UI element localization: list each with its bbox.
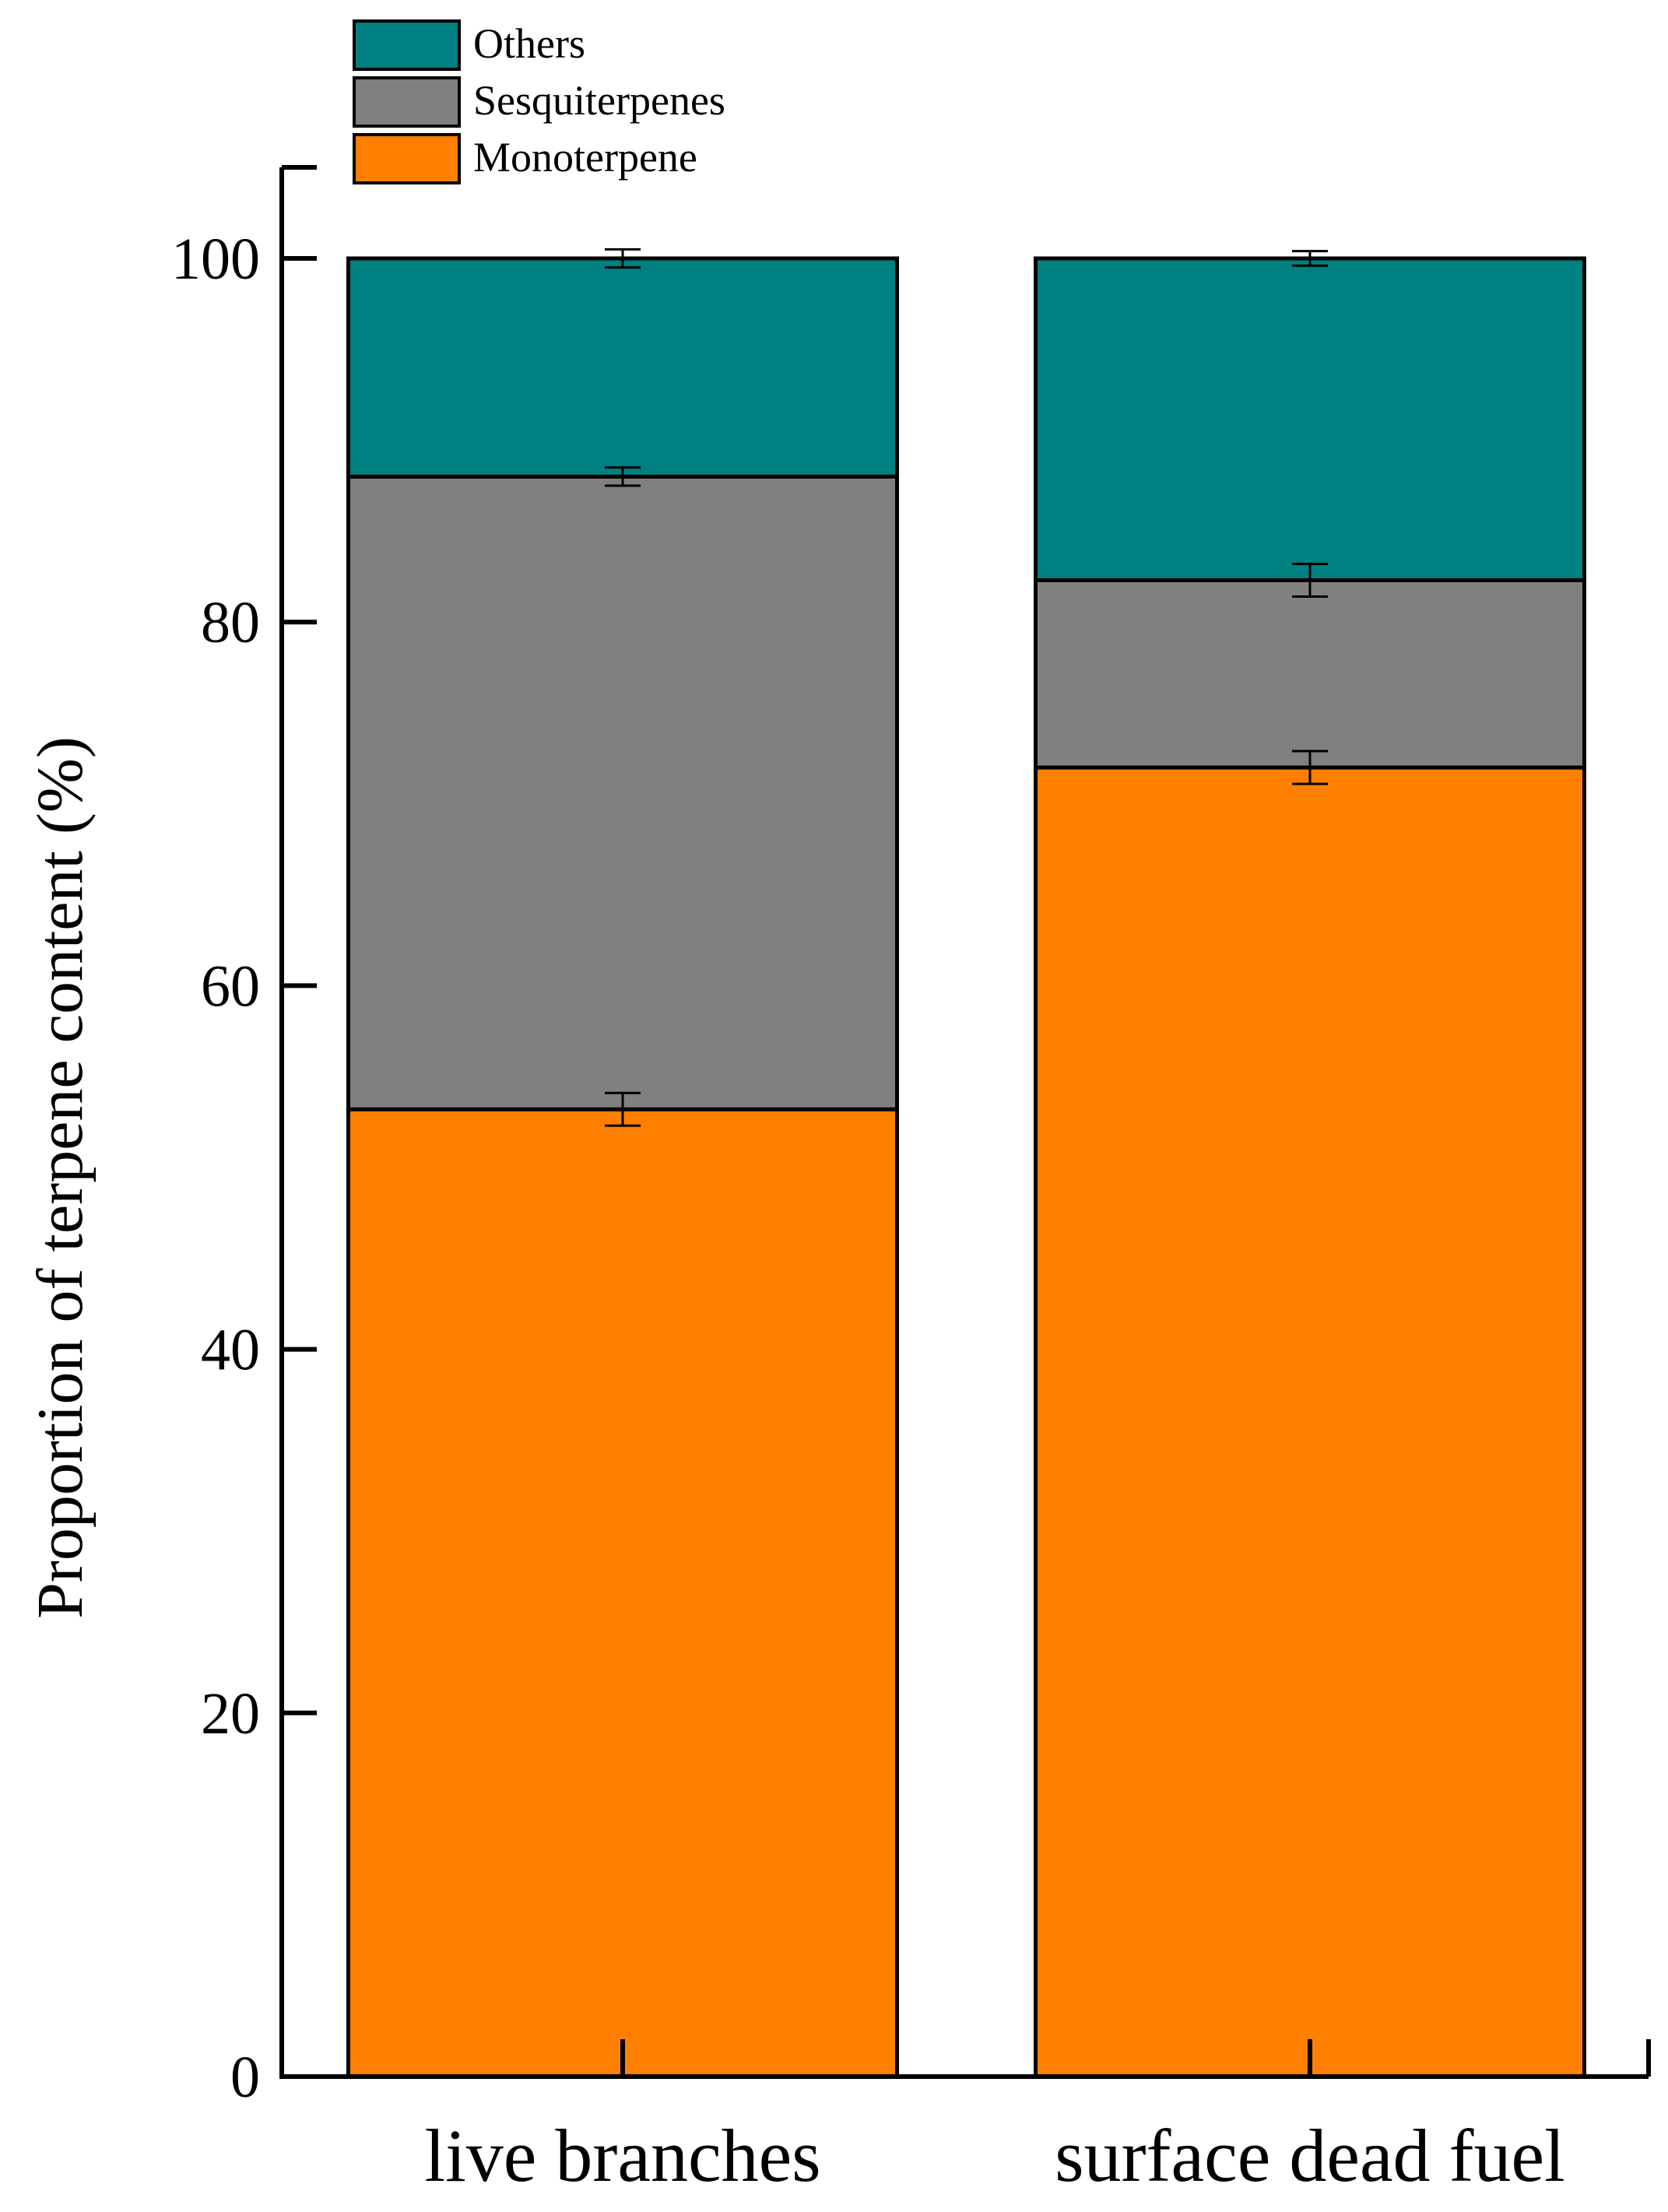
x-tick-label: surface dead fuel	[1055, 2114, 1565, 2197]
x-ticks-layer: live branches surface dead fuel	[424, 2039, 1651, 2197]
legend-label-monoterpene: Monoterpene	[473, 134, 697, 181]
bar-sesquiterpenes-0	[346, 474, 899, 1111]
bar-sesquiterpenes-1	[1034, 578, 1586, 770]
y-tick-label: 60	[201, 953, 260, 1019]
y-tick-label: 100	[171, 226, 260, 292]
y-tick-label: 0	[230, 2045, 260, 2110]
x-tick-label: live branches	[424, 2114, 820, 2197]
bar-monoterpene-1	[1034, 765, 1586, 2079]
y-tick-label: 40	[201, 1318, 260, 1383]
bar-others-1	[1034, 256, 1586, 582]
bars-layer	[346, 256, 1586, 2079]
bar-others-0	[346, 256, 899, 479]
legend: Others Sesquiterpenes Monoterpene	[353, 19, 725, 184]
legend-label-others: Others	[473, 20, 585, 67]
legend-swatch-monoterpene	[353, 133, 461, 184]
y-ticks-layer: 0 20 40 60 80 100	[171, 165, 317, 2110]
legend-swatch-others	[353, 19, 461, 71]
legend-swatch-sesquiterpenes	[353, 76, 461, 128]
error-bars-layer	[605, 248, 1328, 1127]
bar-monoterpene-0	[346, 1107, 899, 2079]
legend-label-sesquiterpenes: Sesquiterpenes	[473, 77, 725, 124]
y-tick-label: 80	[201, 590, 260, 655]
y-tick-label: 20	[201, 1681, 260, 1747]
y-axis-label: Proportion of terpene content (%)	[24, 736, 97, 1619]
axes-layer	[279, 167, 1649, 2079]
